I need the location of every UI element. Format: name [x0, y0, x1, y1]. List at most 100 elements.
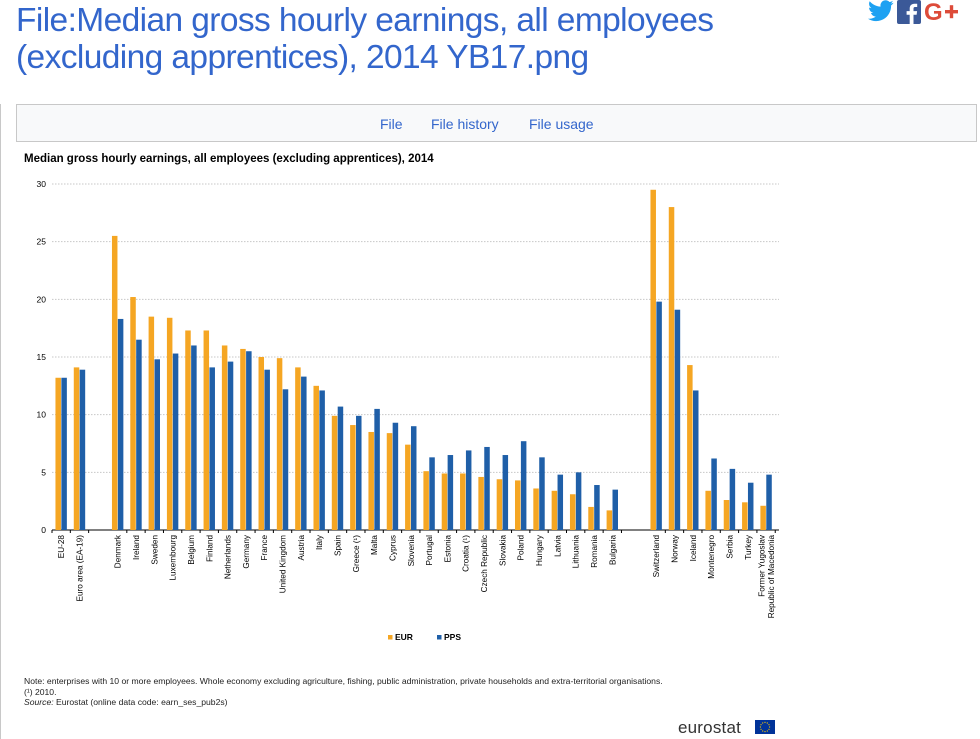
x-tick-label-line: Switzerland — [652, 535, 661, 578]
bar-pps — [264, 369, 270, 530]
x-tick-label: Iceland — [689, 535, 698, 562]
x-tick-label-line: Serbia — [725, 535, 734, 559]
eu-star — [764, 731, 766, 733]
eu-star — [764, 721, 766, 723]
x-tick-label: Slovenia — [407, 535, 416, 567]
x-tick-label-line: Euro area (EA-19) — [75, 535, 84, 602]
x-tick-label-line: EU-28 — [57, 535, 66, 559]
bar-eur — [368, 431, 374, 530]
tab-file[interactable]: File — [380, 116, 403, 132]
bar-eur — [276, 358, 283, 530]
x-tick-label: Luxembourg — [169, 535, 178, 581]
x-tick-label-line: Iceland — [689, 535, 698, 562]
twitter-icon[interactable] — [868, 0, 894, 27]
y-tick-label: 5 — [41, 467, 46, 477]
facebook-icon[interactable] — [897, 0, 921, 29]
x-tick-label: Malta — [370, 535, 379, 555]
y-tick-label: 0 — [41, 525, 46, 535]
tab-file-usage[interactable]: File usage — [529, 116, 594, 132]
x-tick-label: EU-28 — [57, 535, 66, 559]
note-line: Note: enterprises with 10 or more employ… — [24, 676, 663, 686]
bar-pps — [447, 455, 454, 530]
x-tick-label: Euro area (EA-19) — [75, 535, 84, 602]
x-tick-label-line: Slovakia — [498, 535, 507, 566]
bar-eur — [185, 330, 191, 530]
x-tick-label-line: Czech Republic — [480, 535, 489, 592]
x-tick-label-line: Malta — [370, 535, 379, 555]
bar-eur — [723, 500, 730, 530]
x-tick-label-line: Luxembourg — [169, 535, 178, 581]
x-tick-label: Italy — [315, 534, 324, 550]
x-tick-label: Lithuania — [572, 535, 581, 569]
x-tick-label-line: Belgium — [187, 535, 196, 565]
x-tick-label: United Kingdom — [279, 535, 288, 593]
eu-star — [762, 722, 764, 724]
bar-pps — [356, 415, 362, 530]
y-tick-label: 25 — [37, 237, 47, 247]
eu-star — [759, 726, 761, 728]
x-tick-label-line: Austria — [297, 535, 306, 561]
bar-eur — [55, 377, 61, 530]
eu-star — [762, 730, 764, 732]
bar-pps — [282, 389, 289, 530]
bar-pps — [301, 376, 307, 530]
x-tick-label: Slovakia — [498, 535, 507, 566]
x-tick-label: Sweden — [150, 535, 159, 565]
x-tick-label-line: Estonia — [443, 535, 452, 563]
bar-pps — [79, 369, 86, 530]
bar-eur — [73, 367, 80, 530]
note-footnote: (¹) 2010. — [24, 686, 57, 697]
bar-eur — [650, 189, 656, 530]
x-tick-label-line: Slovenia — [407, 535, 416, 567]
bar-pps — [766, 474, 772, 530]
x-tick-label: Poland — [517, 535, 526, 561]
bar-eur — [111, 235, 118, 530]
eu-star — [766, 722, 768, 724]
source-label: Source: — [24, 697, 54, 708]
x-tick-label-line: Portugal — [425, 535, 434, 566]
x-tick-label: Portugal — [425, 535, 434, 566]
bar-pps — [154, 359, 160, 530]
google-plus-icon[interactable]: G — [924, 0, 964, 29]
legend-swatch-eur — [388, 635, 393, 640]
x-tick-label: Cyprus — [388, 535, 397, 561]
x-tick-label-line: Turkey — [744, 534, 753, 560]
x-tick-label-line: Denmark — [114, 534, 123, 568]
x-tick-label: Croatia (¹) — [462, 535, 471, 572]
x-tick-label-line: Former Yugoslav — [758, 534, 767, 597]
bar-pps — [502, 455, 509, 530]
eu-star — [769, 726, 771, 728]
tab-file-history[interactable]: File history — [431, 116, 499, 132]
eu-star — [768, 724, 770, 726]
x-tick-label: Romania — [590, 535, 599, 568]
bar-eur — [405, 444, 411, 530]
bar-eur — [331, 415, 338, 530]
svg-text:G: G — [924, 0, 943, 24]
bar-eur — [569, 494, 576, 530]
x-tick-label-line: Lithuania — [572, 535, 581, 569]
bar-pps — [656, 301, 662, 530]
x-tick-label-line: United Kingdom — [279, 535, 288, 593]
bar-pps — [520, 441, 527, 530]
bar-pps — [484, 446, 490, 530]
legend-label-eur: EUR — [395, 632, 413, 642]
bar-pps — [61, 377, 67, 530]
y-tick-label: 10 — [37, 410, 47, 420]
bar-eur — [240, 348, 246, 530]
bar-eur — [533, 488, 539, 530]
page-title: File:Median gross hourly earnings, all e… — [16, 2, 714, 76]
legend-label-pps: PPS — [444, 632, 461, 642]
bar-pps — [612, 489, 618, 530]
x-tick-label: Montenegro — [707, 535, 716, 579]
x-tick-label: Norway — [670, 534, 679, 563]
bar-eur — [588, 506, 594, 530]
x-tick-label: Former YugoslavRepublic of Macedonia — [758, 534, 777, 618]
x-tick-label-line: Sweden — [150, 535, 159, 565]
chart-title: Median gross hourly earnings, all employ… — [24, 153, 434, 165]
bar-eur — [423, 471, 429, 530]
eu-star — [768, 728, 770, 730]
bar-eur — [148, 316, 155, 530]
bar-eur — [221, 345, 228, 530]
bar-eur — [760, 505, 766, 530]
